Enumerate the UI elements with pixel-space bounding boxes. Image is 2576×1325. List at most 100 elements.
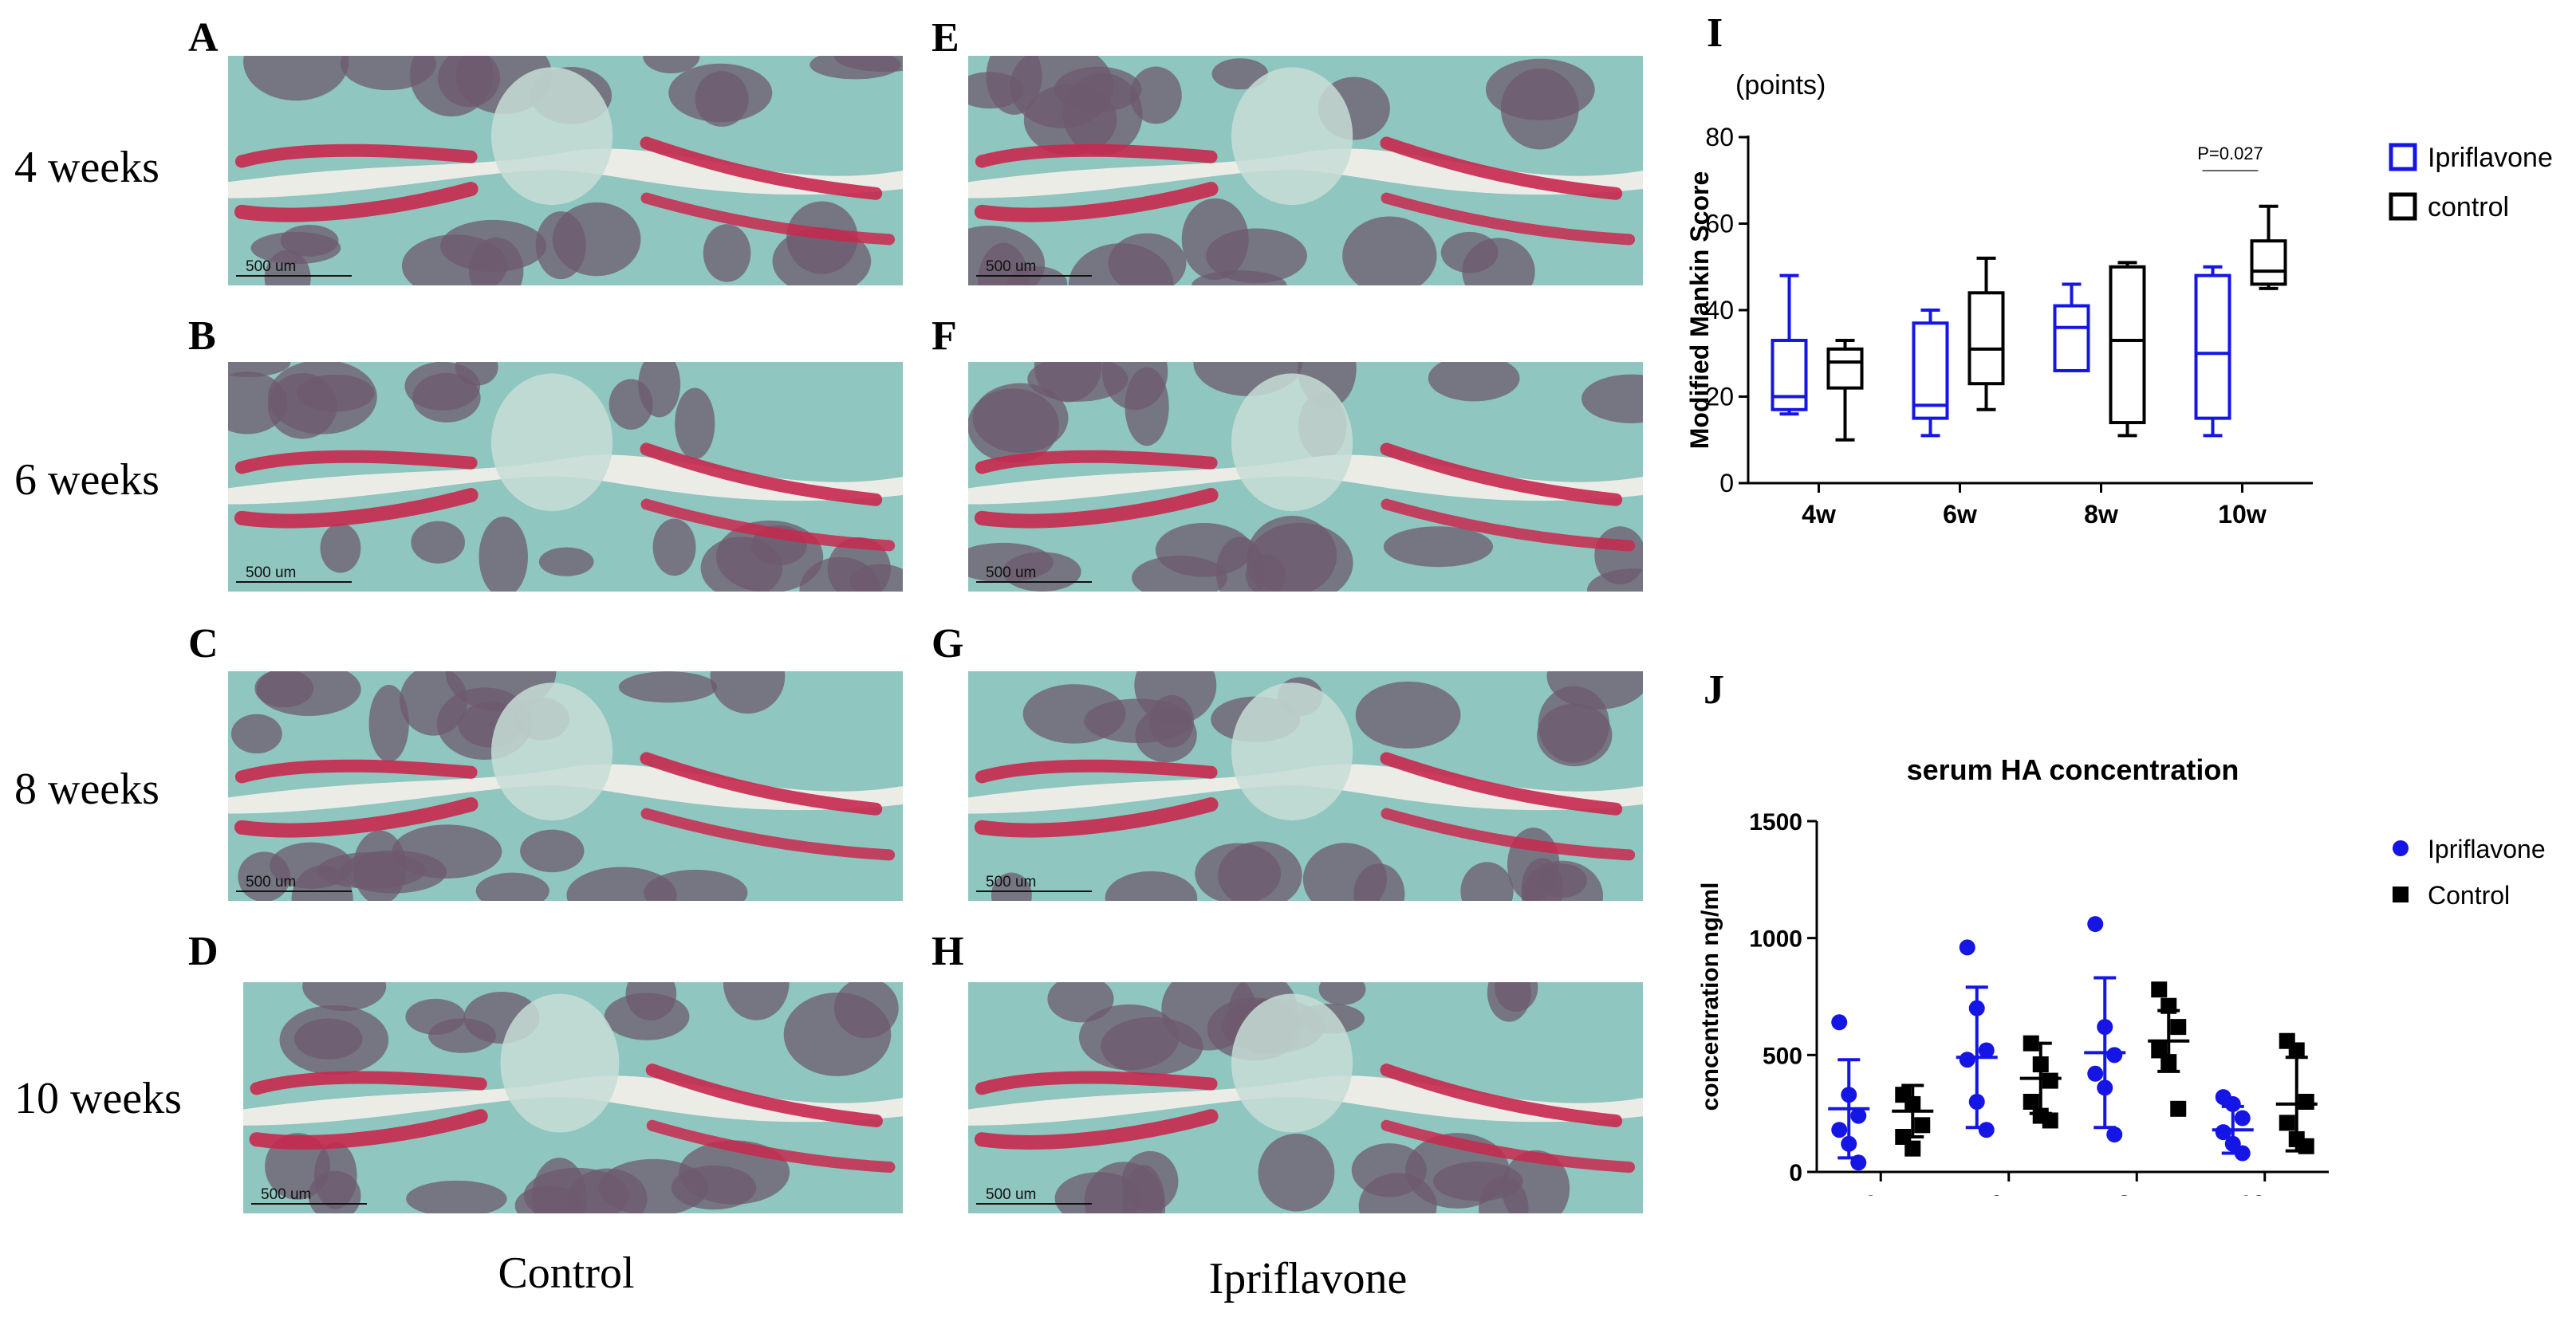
bone-marrow-region [1084,1162,1164,1213]
cartilage-lower-right [1381,192,1636,246]
cartilage-lower-right [640,192,896,246]
cartilage-lower-right [640,498,896,552]
cartilage-lower-left [974,1109,1219,1150]
panel-letter-f: F [932,313,957,359]
joint-space [228,764,903,814]
bone-marrow-region [1101,362,1168,411]
bone-marrow-region [313,1142,357,1209]
bone-marrow-region [1383,526,1494,568]
chart-i-box-ipriflavone-10w [2194,265,2231,438]
chart-j-x-tick-label: 6 w [1990,1191,2029,1196]
row-label-4-weeks: 4 weeks [14,143,160,192]
bone-marrow-region [401,234,508,285]
chart-i-y-tick-label: 80 [1705,123,1734,151]
bone-marrow-region [1495,982,1538,1012]
chart-i-x-tick-label: 8w [2084,500,2118,529]
panel-letter-b: B [188,313,216,359]
bone-marrow-region [972,383,1069,453]
chart-i-box-control-10w [2250,204,2287,290]
panel-letter-e: E [932,15,959,61]
chart-j-x-tick-label: 4 w [1861,1191,1900,1196]
bone-marrow-region [1195,843,1282,901]
bone-marrow-region [1581,374,1643,423]
chart-i-x-tick-label: 6w [1943,500,1977,529]
bone-marrow-region [1355,681,1461,749]
bone-marrow-region [279,1005,389,1075]
scale-bar-label: 500 um [261,1186,311,1203]
chart-j-point [2170,1100,2187,1117]
joint-space [968,764,1643,814]
row-label-6-weeks: 6 weeks [14,455,160,505]
chart-i-box-control-6w [1967,256,2005,411]
bone-marrow-region [230,714,282,754]
bone-marrow-region [228,362,291,377]
cartilage-upper-left [975,450,1218,474]
chart-j-point [2087,1065,2104,1082]
bone-marrow-region [296,374,375,412]
chart-j-x-tick-label: 10 w [2239,1191,2291,1196]
bone-marrow-region [368,684,409,762]
cartilage-upper-left [234,759,478,784]
bone-marrow-region [520,829,585,873]
bone-marrow-region [643,56,700,73]
cartilage-upper-left [234,144,478,168]
cartilage-lower-left [974,797,1219,838]
joint-space [968,1075,1643,1126]
panel-letter-a: A [188,15,219,61]
chart-i-y-tick-label: 40 [1705,296,1734,324]
micrograph-b: 500 um [228,362,903,592]
chart-j-group-ipriflavone-6w [1956,939,1998,1138]
chart-j-y-tick-label: 1500 [1749,809,1802,835]
chart-i-y-tick-label: 20 [1705,383,1734,411]
bone-marrow-region [1342,216,1437,285]
panel-letter-g: G [932,621,964,666]
bone-marrow-region [1587,568,1643,592]
chart-j-point [1978,1042,1995,1059]
micrograph-f: 500 um [968,362,1643,592]
bone-marrow-region [392,824,502,879]
chart-j-point [1978,1122,1995,1138]
bone-marrow-region [652,518,696,576]
panel-letter-h: H [932,929,964,974]
chart-j-point [2234,1110,2251,1126]
chart-j-point [2023,1094,2039,1110]
chart-j-legend-marker [2393,840,2409,856]
chart-i-unit-label: (points) [1735,70,1826,100]
bone-marrow-region [250,231,341,265]
chart-i-legend-label: Ipriflavone [2428,143,2553,173]
bone-marrow-region [243,56,349,101]
bone-marrow-region [1068,243,1174,285]
bone-marrow-region [1181,198,1249,281]
bone-marrow-region [1460,862,1514,901]
chart-i-box-ipriflavone-4w [1771,273,1808,416]
bone-marrow-region [538,547,594,576]
cartilage-lower-right [1381,498,1636,552]
chart-j-point [2170,1019,2187,1036]
bone-marrow-region [341,56,436,91]
scale-bar-label: 500 um [986,1186,1036,1203]
chart-i-legend-swatch [2389,192,2417,221]
bone-marrow-region [638,362,681,418]
cartilage-upper-right [640,136,883,200]
chart-j-y-tick-label: 1000 [1749,926,1802,953]
row-label-8-weeks: 8 weeks [14,765,160,814]
cartilage-lower-left [234,797,479,838]
row-label-10-weeks: 10 weeks [14,1074,182,1123]
bone-marrow-region [1358,1173,1437,1213]
cartilage-upper-left [975,144,1218,168]
cartilage-lower-left [234,182,479,222]
chart-j-group-ipriflavone-8w [2084,916,2126,1143]
chart-j-legend-marker [2393,887,2409,902]
bone-marrow-region [1211,58,1269,90]
chart-j-y-tick-label: 0 [1789,1160,1802,1186]
bone-marrow-region [809,56,901,80]
bone-marrow-region [254,671,314,708]
chart-j-group-control-6w [2019,1035,2062,1129]
chart-i-y-tick-label: 60 [1705,210,1734,238]
chart-j-point [2087,916,2104,933]
micrograph-g: 500 um [968,671,1643,901]
central-tissue [500,993,620,1133]
bone-marrow-region [833,982,899,1039]
chart-j-title: serum HA concentration [1907,753,2239,786]
bone-marrow-region [710,671,786,714]
